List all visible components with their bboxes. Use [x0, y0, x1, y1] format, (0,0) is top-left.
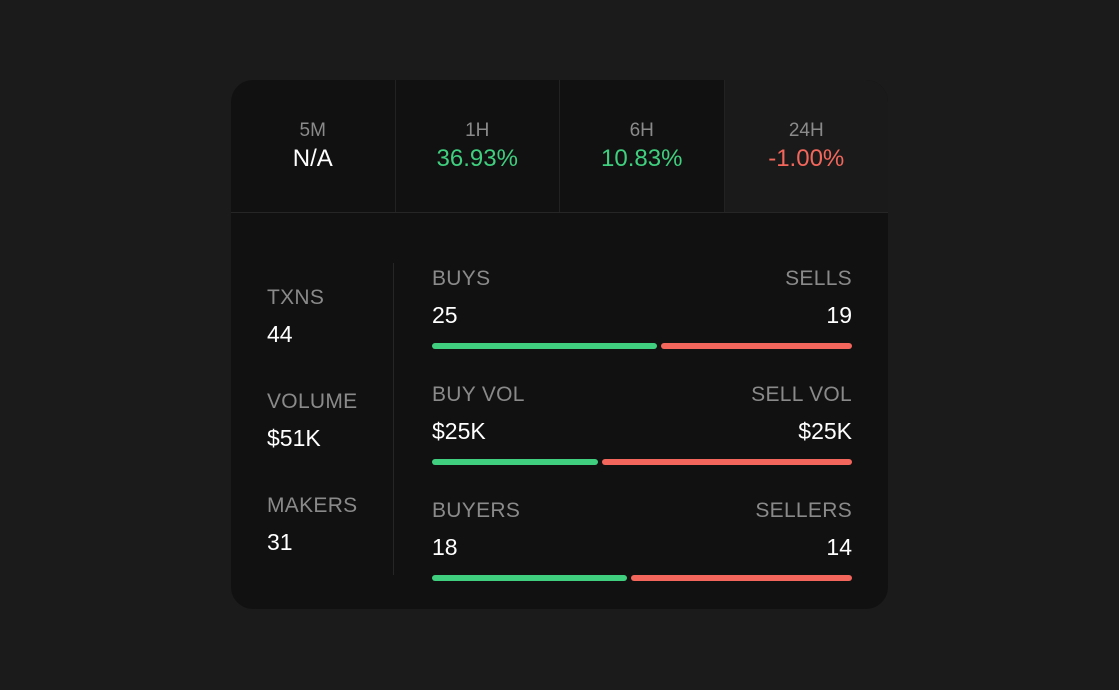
volume-value: $51K	[267, 425, 321, 451]
makers-value: 31	[267, 529, 293, 555]
buy-sell-volume-bar	[432, 459, 852, 465]
sells-value: 19	[826, 302, 852, 328]
buyers-sellers-bar	[432, 575, 852, 581]
column-divider	[393, 263, 394, 575]
buy-bar-fill	[432, 343, 657, 349]
tab-label: 1H	[465, 120, 490, 141]
txns-stat: TXNS 44	[267, 286, 324, 348]
stats-body: TXNS 44 VOLUME $51K MAKERS 31 BUYS SELLS…	[231, 213, 888, 609]
sellers-label: SELLERS	[755, 499, 852, 522]
sell-vol-label: SELL VOL	[751, 383, 852, 406]
tab-5m[interactable]: 5M N/A	[231, 80, 396, 212]
tab-label: 5M	[299, 120, 326, 141]
tab-label: 6H	[629, 120, 654, 141]
token-stats-card: 5M N/A 1H 36.93% 6H 10.83% 24H -1.00% TX…	[231, 80, 888, 609]
tab-change-value: 36.93%	[436, 145, 518, 172]
buys-label: BUYS	[432, 267, 491, 290]
tab-24h[interactable]: 24H -1.00%	[724, 80, 888, 212]
makers-stat: MAKERS 31	[267, 494, 358, 556]
buy-bar-fill	[432, 575, 627, 581]
tab-6h[interactable]: 6H 10.83%	[560, 80, 725, 212]
volume-stat: VOLUME $51K	[267, 390, 358, 452]
tab-change-value: 10.83%	[601, 145, 683, 172]
buy-bar-fill	[432, 459, 598, 465]
sell-bar-fill	[661, 343, 852, 349]
sells-label: SELLS	[785, 267, 852, 290]
sellers-value: 14	[826, 534, 852, 560]
sell-bar-fill	[602, 459, 852, 465]
makers-breakdown: BUYERS SELLERS 18 14	[432, 499, 852, 589]
buys-value: 25	[432, 302, 458, 328]
volume-breakdown: BUY VOL SELL VOL $25K $25K	[432, 383, 852, 473]
txns-value: 44	[267, 321, 293, 347]
timeframe-tabs: 5M N/A 1H 36.93% 6H 10.83% 24H -1.00%	[231, 80, 888, 213]
tab-change-value: -1.00%	[768, 145, 845, 172]
buy-vol-label: BUY VOL	[432, 383, 525, 406]
buy-vol-value: $25K	[432, 418, 486, 444]
tab-1h[interactable]: 1H 36.93%	[396, 80, 560, 212]
buyers-label: BUYERS	[432, 499, 521, 522]
txns-breakdown: BUYS SELLS 25 19	[432, 267, 852, 357]
txns-label: TXNS	[267, 286, 325, 309]
makers-label: MAKERS	[267, 494, 358, 517]
tab-change-value: N/A	[292, 145, 333, 172]
buyers-value: 18	[432, 534, 458, 560]
volume-label: VOLUME	[267, 390, 358, 413]
sell-vol-value: $25K	[798, 418, 852, 444]
buy-sell-ratio-bar	[432, 343, 852, 349]
sell-bar-fill	[631, 575, 852, 581]
tab-label: 24H	[788, 120, 824, 141]
